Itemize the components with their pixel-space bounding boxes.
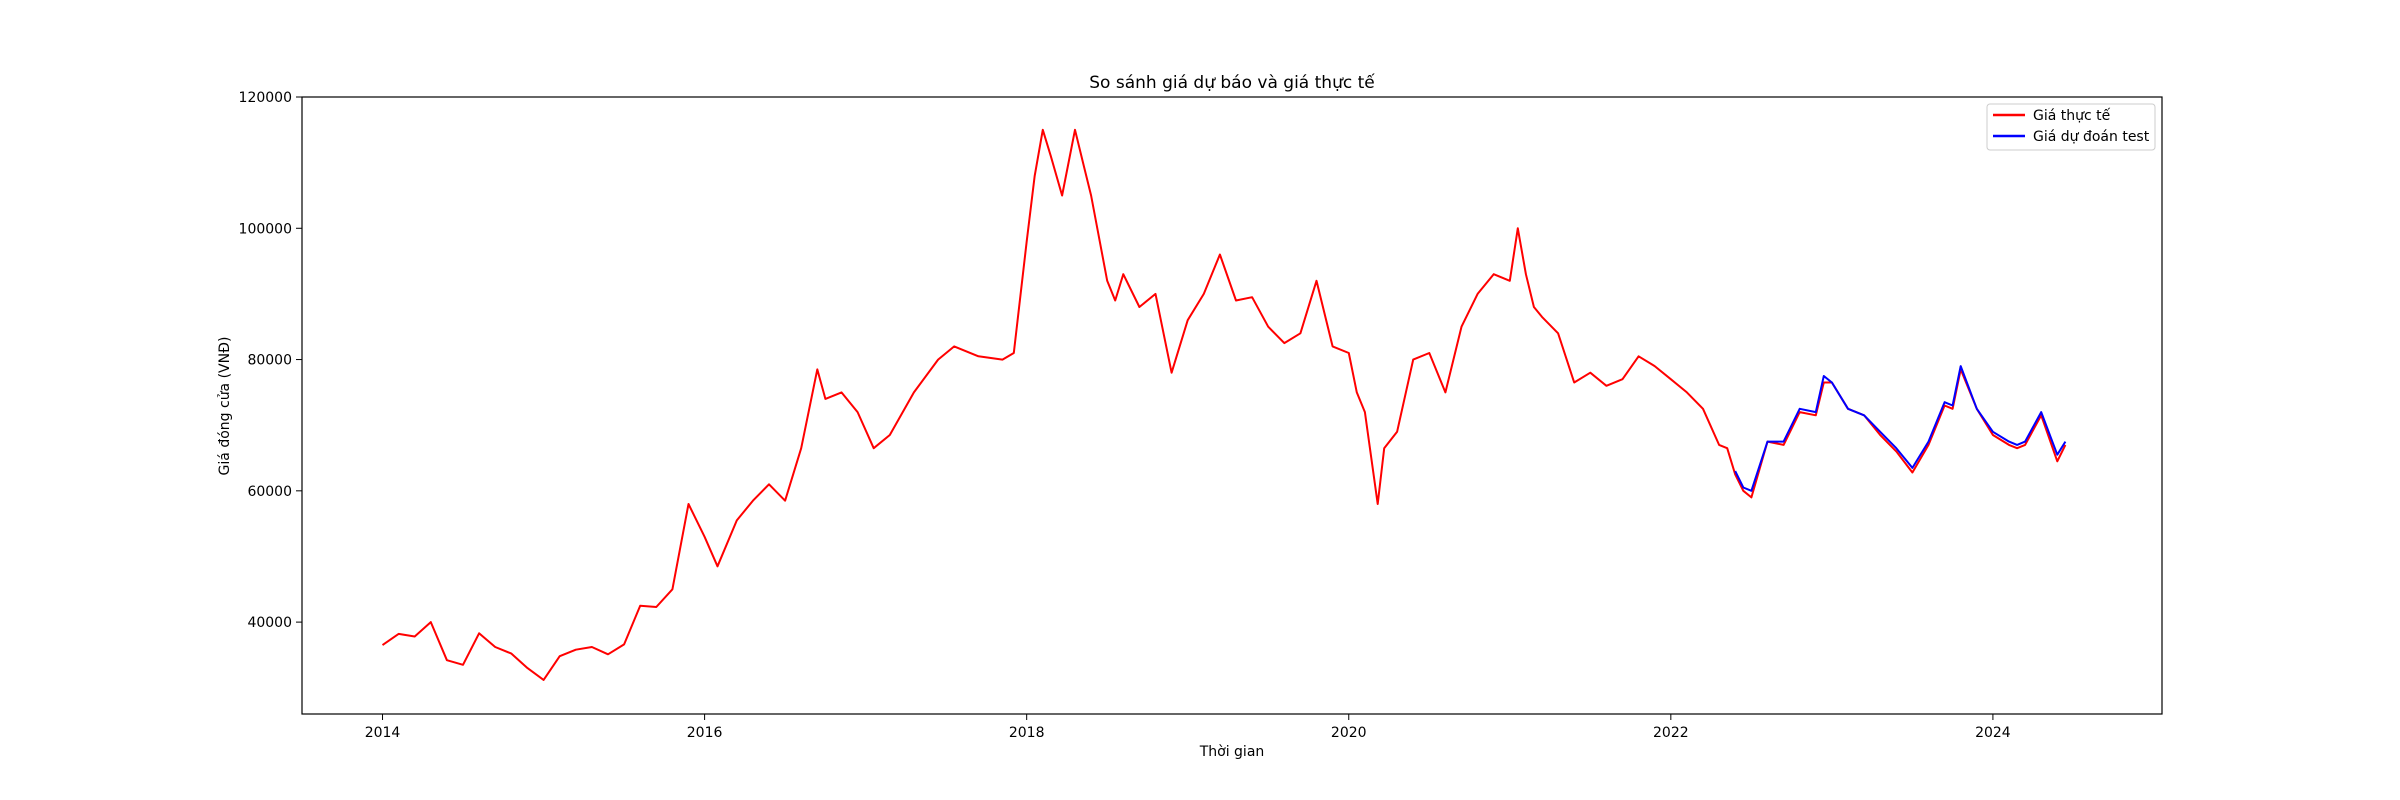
y-tick-label: 60000 — [247, 484, 292, 500]
y-tick-label: 120000 — [239, 90, 292, 106]
x-tick-label: 2018 — [1009, 725, 1045, 741]
y-axis-label: Giá đóng cửa (VNĐ) — [217, 337, 233, 476]
y-axis-ticks: 40000 60000 80000 100000 120000 — [239, 90, 302, 631]
legend-label-predicted: Giá dự đoán test — [2033, 129, 2150, 145]
legend-box — [1986, 103, 2156, 151]
series-line-predicted — [1734, 365, 2067, 492]
y-tick-label: 100000 — [239, 221, 292, 237]
y-tick-label: 80000 — [247, 353, 292, 369]
x-tick-label: 2022 — [1653, 725, 1689, 741]
series-line-actual — [381, 128, 2067, 681]
x-tick-label: 2020 — [1331, 725, 1367, 741]
x-axis-ticks: 2014 2016 2018 2020 2022 2024 — [365, 714, 2011, 741]
y-tick-label: 40000 — [247, 615, 292, 631]
chart-title: So sánh giá dự báo và giá thực tế — [1089, 72, 1375, 93]
plot-area — [381, 128, 2067, 681]
plot-frame — [301, 96, 2163, 715]
legend: Giá thực tế Giá dự đoán test — [1986, 103, 2156, 151]
x-tick-label: 2016 — [687, 725, 723, 741]
x-tick-label: 2024 — [1975, 725, 2011, 741]
x-axis-label: Thời gian — [1199, 744, 1265, 760]
x-tick-label: 2014 — [365, 725, 401, 741]
legend-label-actual: Giá thực tế — [2033, 107, 2111, 124]
